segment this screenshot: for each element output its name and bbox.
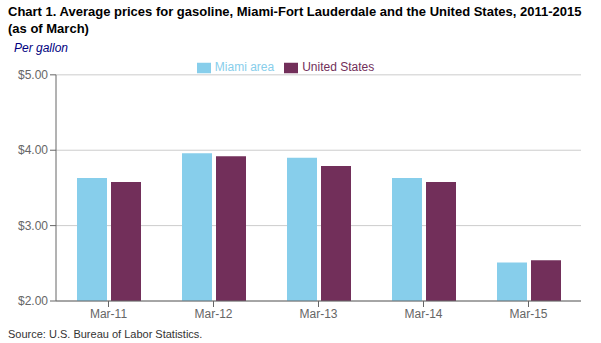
svg-text:Mar-12: Mar-12: [194, 307, 232, 321]
html-text:Source: U.S. Bureau of Labor S: Source: U.S. Bureau of Labor Statistics.: [8, 328, 203, 340]
svg-text:$4.00: $4.00: [18, 143, 48, 157]
svg-text:Mar-14: Mar-14: [404, 307, 442, 321]
html-text:United States: United States: [302, 60, 375, 74]
html-text:Miami area: Miami area: [214, 60, 275, 74]
html-text:Chart 1. Average prices for ga: Chart 1. Average prices for gasoline, Mi…: [8, 4, 582, 36]
svg-text:$5.00: $5.00: [18, 68, 48, 82]
svg-text:Mar-13: Mar-13: [299, 307, 337, 321]
svg-text:$2.00: $2.00: [18, 294, 48, 308]
svg-text:Mar-15: Mar-15: [509, 307, 547, 321]
html-text:Per gallon: Per gallon: [14, 41, 68, 55]
svg-text:Mar-11: Mar-11: [90, 307, 127, 321]
svg-text:$3.00: $3.00: [18, 219, 48, 233]
